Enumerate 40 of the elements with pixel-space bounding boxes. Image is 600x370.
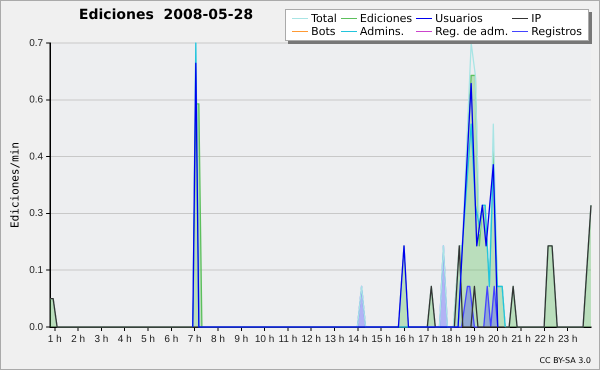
x-tick-label: 16 h xyxy=(394,334,414,345)
legend-label: IP xyxy=(530,12,542,25)
x-tick-label: 10 h xyxy=(254,334,274,345)
legend-label: Bots xyxy=(310,25,336,38)
x-tick-label: 19 h xyxy=(464,334,484,345)
x-tick-label: 13 h xyxy=(324,334,344,345)
x-tick-label: 9 h xyxy=(234,334,248,345)
x-tick-label: 21 h xyxy=(511,334,531,345)
legend-label: Reg. de adm. xyxy=(434,25,508,38)
x-tick-label: 3 h xyxy=(94,334,108,345)
legend-label: Admins. xyxy=(358,25,406,38)
x-tick-label: 6 h xyxy=(164,334,178,345)
y-tick-label: 0.4 xyxy=(29,151,44,162)
x-tick-label: 20 h xyxy=(488,334,508,345)
y-tick-label: 0.0 xyxy=(29,322,44,333)
legend-label: Registros xyxy=(530,25,582,38)
x-tick-label: 7 h xyxy=(188,334,202,345)
legend-label: Usuarios xyxy=(434,12,484,25)
y-axis-title: Ediciones/min xyxy=(8,142,22,228)
x-tick-label: 23 h xyxy=(558,334,578,345)
x-tick-label: 4 h xyxy=(118,334,132,345)
x-tick-label: 17 h xyxy=(418,334,438,345)
x-tick-label: 11 h xyxy=(278,334,298,345)
legend-label: Ediciones xyxy=(358,12,412,25)
text: CC BY-SA 3.0 xyxy=(539,356,591,365)
y-tick-label: 0.6 xyxy=(29,94,44,106)
y-tick-label: 0.3 xyxy=(29,208,44,220)
x-tick-label: 12 h xyxy=(301,334,321,345)
y-tick-label: 0.1 xyxy=(29,264,44,276)
x-tick-label: 5 h xyxy=(141,334,155,345)
y-tick-label: 0.7 xyxy=(29,38,44,49)
x-tick-label: 15 h xyxy=(371,334,391,345)
chart-title: Ediciones 2008-05-28 xyxy=(78,7,254,23)
x-tick-label: 8 h xyxy=(211,334,225,345)
x-tick-label: 2 h xyxy=(71,334,86,345)
legend-label: Total xyxy=(310,12,337,25)
x-tick-label: 1 h xyxy=(48,334,62,345)
x-tick-label: 14 h xyxy=(348,334,368,345)
x-tick-label: 22 h xyxy=(534,334,554,345)
x-tick-label: 18 h xyxy=(441,334,461,345)
